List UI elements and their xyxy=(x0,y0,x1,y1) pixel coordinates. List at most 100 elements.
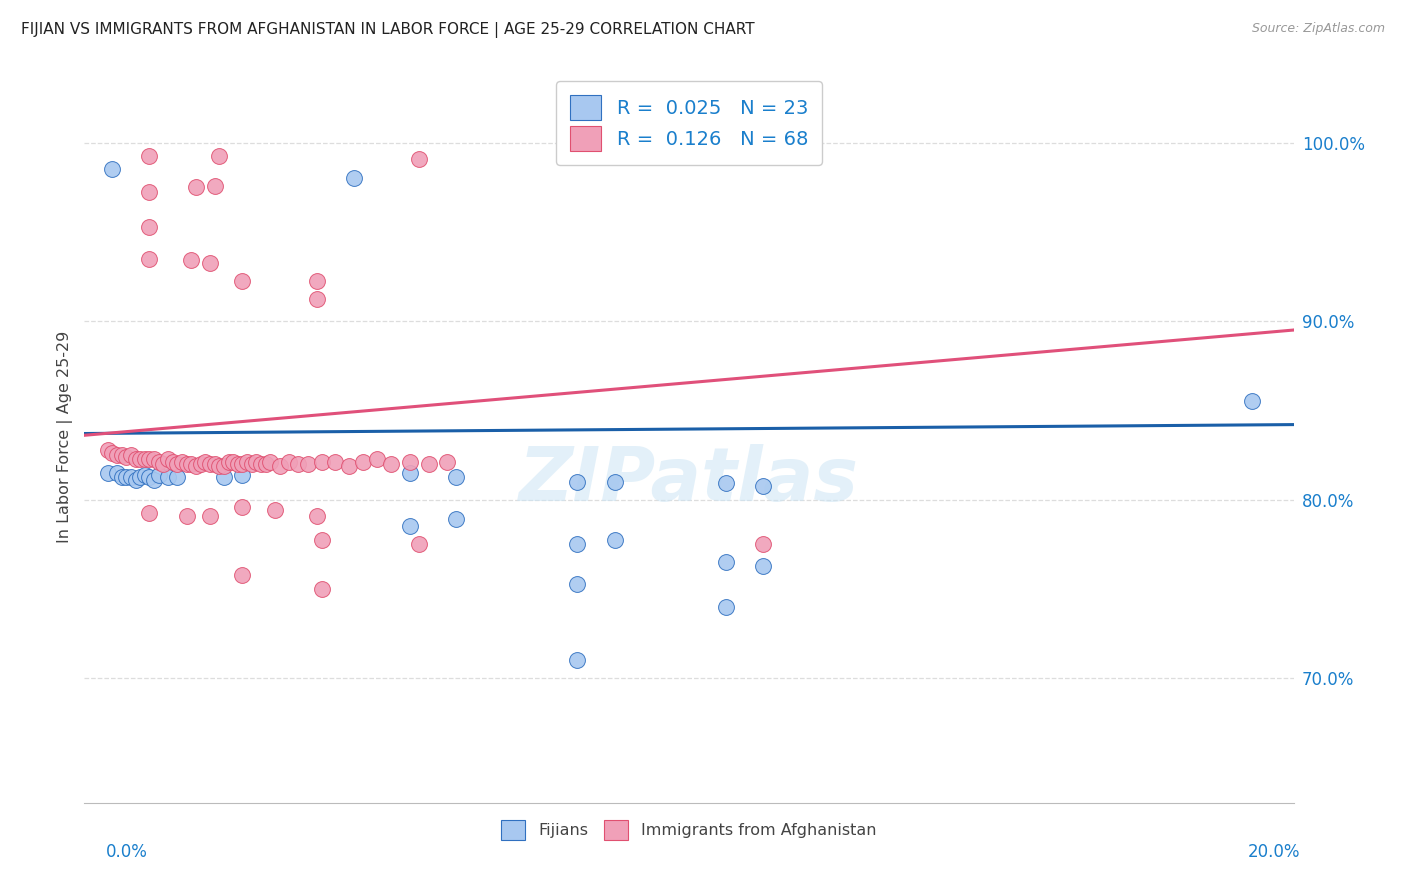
Point xyxy=(399,466,422,480)
Point xyxy=(180,253,202,268)
Point xyxy=(259,455,281,469)
Text: FIJIAN VS IMMIGRANTS FROM AFGHANISTAN IN LABOR FORCE | AGE 25-29 CORRELATION CHA: FIJIAN VS IMMIGRANTS FROM AFGHANISTAN IN… xyxy=(21,22,755,38)
Point xyxy=(399,455,422,469)
Point xyxy=(184,180,207,194)
Point xyxy=(236,455,259,469)
Point xyxy=(366,452,388,467)
Point xyxy=(311,582,333,596)
Point xyxy=(124,473,146,487)
Point xyxy=(120,448,142,462)
Point xyxy=(231,457,253,471)
Point xyxy=(714,476,737,491)
Point xyxy=(105,466,128,480)
Legend: Fijians, Immigrants from Afghanistan: Fijians, Immigrants from Afghanistan xyxy=(495,814,883,846)
Point xyxy=(231,500,253,514)
Point xyxy=(134,452,156,467)
Point xyxy=(157,452,180,467)
Point xyxy=(567,577,589,591)
Point xyxy=(134,467,156,482)
Point xyxy=(231,568,253,582)
Point xyxy=(212,458,235,473)
Point xyxy=(129,470,152,484)
Point xyxy=(180,457,202,471)
Point xyxy=(110,470,132,484)
Point xyxy=(714,555,737,569)
Point xyxy=(212,470,235,484)
Point xyxy=(105,448,128,462)
Point xyxy=(399,519,422,533)
Point xyxy=(408,537,430,551)
Point xyxy=(250,457,273,471)
Point xyxy=(176,457,198,471)
Point xyxy=(138,452,160,467)
Point xyxy=(170,455,193,469)
Point xyxy=(184,458,207,473)
Point xyxy=(311,533,333,547)
Point xyxy=(138,506,160,520)
Point xyxy=(752,537,775,551)
Point xyxy=(287,457,309,471)
Point xyxy=(1240,394,1263,409)
Point xyxy=(752,479,775,493)
Point xyxy=(343,171,366,186)
Point xyxy=(138,252,160,266)
Point xyxy=(269,458,291,473)
Point xyxy=(198,508,221,523)
Point xyxy=(208,458,231,473)
Point xyxy=(138,220,160,235)
Point xyxy=(138,149,160,163)
Point xyxy=(204,457,226,471)
Point xyxy=(240,457,263,471)
Point xyxy=(305,508,328,523)
Point xyxy=(115,450,138,464)
Point xyxy=(101,162,124,177)
Point xyxy=(198,457,221,471)
Point xyxy=(97,466,120,480)
Point xyxy=(143,452,166,467)
Point xyxy=(194,455,217,469)
Point xyxy=(208,149,231,163)
Point xyxy=(264,503,287,517)
Point xyxy=(143,473,166,487)
Point xyxy=(152,457,174,471)
Point xyxy=(311,455,333,469)
Point xyxy=(198,256,221,270)
Point xyxy=(418,457,440,471)
Point xyxy=(297,457,319,471)
Text: Source: ZipAtlas.com: Source: ZipAtlas.com xyxy=(1251,22,1385,36)
Point xyxy=(166,470,188,484)
Point xyxy=(305,292,328,306)
Point xyxy=(138,470,160,484)
Point xyxy=(129,452,152,467)
Point xyxy=(162,455,184,469)
Point xyxy=(176,508,198,523)
Point xyxy=(567,653,589,667)
Text: 20.0%: 20.0% xyxy=(1249,843,1301,861)
Point xyxy=(436,455,458,469)
Point xyxy=(325,455,347,469)
Point xyxy=(380,457,402,471)
Point xyxy=(567,475,589,489)
Y-axis label: In Labor Force | Age 25-29: In Labor Force | Age 25-29 xyxy=(58,331,73,543)
Point xyxy=(603,533,626,547)
Point xyxy=(120,470,142,484)
Point xyxy=(204,178,226,193)
Point xyxy=(254,457,277,471)
Point xyxy=(124,452,146,467)
Point xyxy=(157,470,180,484)
Point xyxy=(408,152,430,166)
Point xyxy=(148,467,170,482)
Point xyxy=(603,475,626,489)
Point xyxy=(226,457,249,471)
Point xyxy=(218,455,240,469)
Text: ZIPatlas: ZIPatlas xyxy=(519,444,859,517)
Point xyxy=(446,512,468,526)
Point xyxy=(148,455,170,469)
Point xyxy=(278,455,301,469)
Point xyxy=(166,457,188,471)
Point xyxy=(110,448,132,462)
Point xyxy=(115,470,138,484)
Point xyxy=(231,274,253,288)
Point xyxy=(305,274,328,288)
Point xyxy=(446,470,468,484)
